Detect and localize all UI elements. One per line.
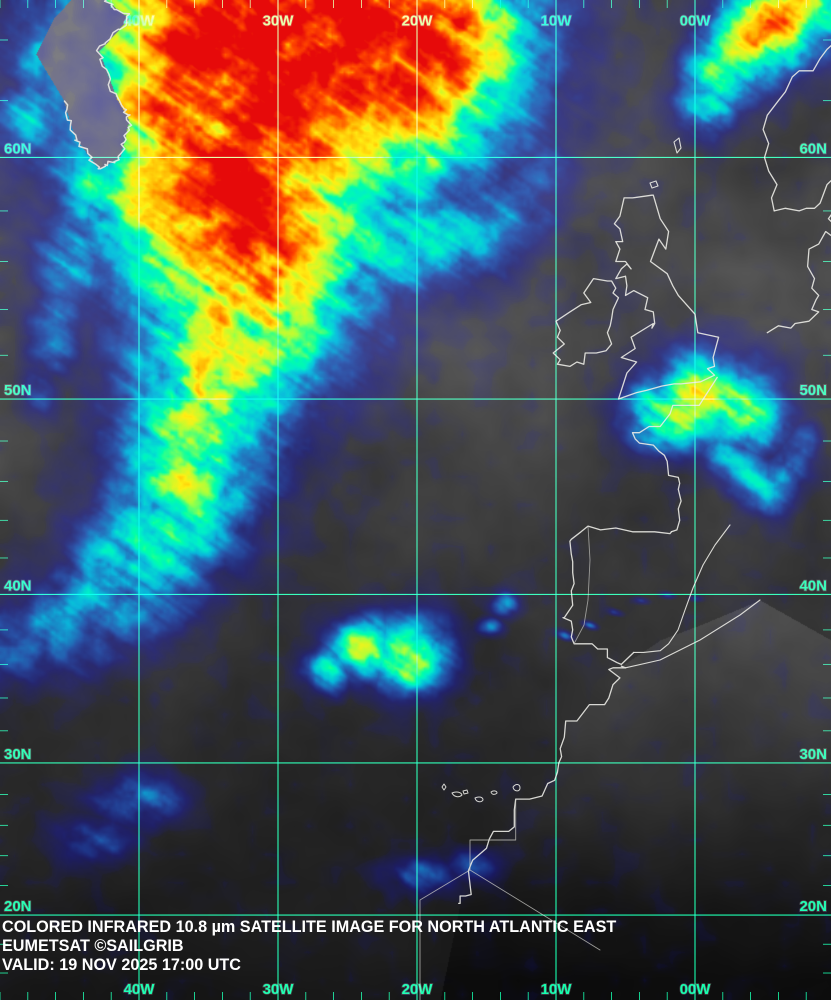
svg-text:40W: 40W xyxy=(124,12,156,29)
svg-text:30W: 30W xyxy=(263,981,295,998)
svg-text:00W: 00W xyxy=(680,981,712,998)
svg-text:50N: 50N xyxy=(4,382,32,399)
svg-text:60N: 60N xyxy=(799,140,827,157)
svg-text:VALID: 19 NOV 2025 17:00 UTC: VALID: 19 NOV 2025 17:00 UTC xyxy=(2,956,241,974)
svg-text:40N: 40N xyxy=(799,577,827,594)
svg-text:20W: 20W xyxy=(402,12,434,29)
svg-text:COLORED INFRARED 10.8 µm SATEL: COLORED INFRARED 10.8 µm SATELLITE IMAGE… xyxy=(2,918,616,936)
svg-text:30N: 30N xyxy=(4,746,32,763)
svg-text:20W: 20W xyxy=(402,981,434,998)
svg-text:10W: 10W xyxy=(541,981,573,998)
svg-text:60N: 60N xyxy=(4,140,32,157)
svg-text:EUMETSAT ©SAILGRIB: EUMETSAT ©SAILGRIB xyxy=(2,937,184,955)
svg-text:20N: 20N xyxy=(799,898,827,915)
svg-text:30N: 30N xyxy=(799,746,827,763)
svg-text:30W: 30W xyxy=(263,12,295,29)
svg-text:40N: 40N xyxy=(4,577,32,594)
svg-text:20N: 20N xyxy=(4,898,32,915)
svg-text:00W: 00W xyxy=(680,12,712,29)
svg-text:10W: 10W xyxy=(541,12,573,29)
svg-text:40W: 40W xyxy=(124,981,156,998)
svg-text:50N: 50N xyxy=(799,382,827,399)
